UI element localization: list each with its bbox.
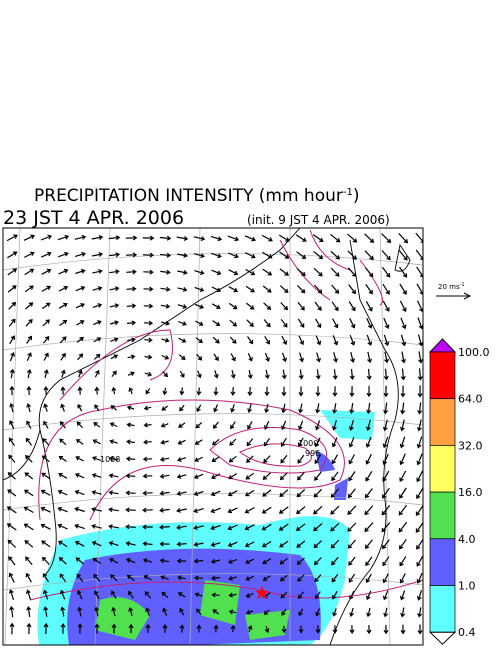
colorbar-segment [429,585,456,633]
colorbar-over [428,338,457,353]
precipitation [37,410,375,645]
marker [255,586,269,599]
wind-vectors [6,232,423,635]
title: PRECIPITATION INTENSITY (mm hour-1) [34,186,360,206]
contour-label: 996 [305,449,320,458]
colorbar-segment [429,538,456,586]
init-time: (init. 9 JST 4 APR. 2006) [247,213,390,227]
colorbar-label: 16.0 [458,486,483,499]
map: 1008 1000 996 [3,228,423,645]
contour-label: 1000 [298,439,318,448]
colorbar: 100.0 64.0 32.0 16.0 4.0 1.0 0.4 [428,338,490,645]
colorbar-segment [429,491,456,540]
colorbar-label: 64.0 [458,393,483,406]
wind-legend-label: 20 ms-1 [438,282,465,291]
map-frame [2,227,424,646]
isobars [29,229,423,601]
wind-legend-head [463,292,472,300]
colorbar-under [428,631,457,645]
colorbar-segment [429,351,456,400]
colorbar-segment [429,445,456,493]
colorbar-segment [429,398,456,446]
valid-time: 23 JST 4 APR. 2006 [3,207,184,229]
colorbar-label: 32.0 [458,439,483,452]
colorbar-label: 0.4 [458,626,476,639]
colorbar-label: 4.0 [458,533,476,546]
contour-label: 1008 [100,455,120,464]
isobar-labels: 1008 1000 996 [100,439,320,464]
colorbar-label: 100.0 [458,346,490,359]
colorbar-label: 1.0 [458,580,476,593]
